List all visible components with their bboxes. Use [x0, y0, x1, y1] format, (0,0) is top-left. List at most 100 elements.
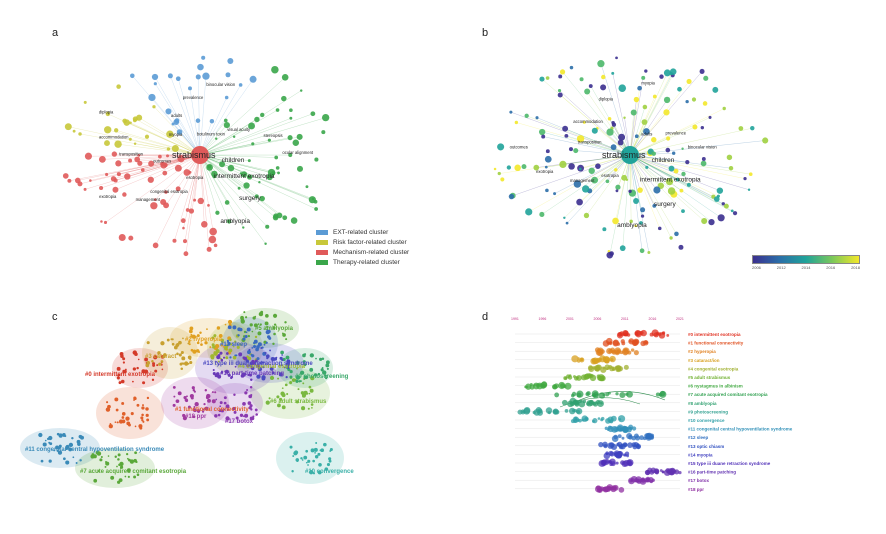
cluster-node: [281, 364, 284, 367]
timeline-node: [656, 332, 660, 336]
network-node: [209, 227, 217, 236]
network-node: [160, 162, 167, 169]
network-node: [508, 193, 515, 200]
cluster-node: [281, 405, 286, 410]
cluster-node: [233, 410, 237, 414]
cluster-node: [214, 391, 217, 394]
keyword-label: transposition: [119, 152, 143, 157]
network-edge: [199, 117, 326, 156]
timeline-node: [602, 340, 610, 347]
cluster-node: [245, 359, 249, 363]
cluster-node: [212, 369, 215, 372]
cluster-node: [253, 345, 257, 349]
cluster-node: [182, 337, 184, 340]
cluster-node: [249, 386, 253, 389]
network-edge: [629, 154, 672, 239]
keyword-label: myopia: [641, 80, 655, 85]
keyword-label: intermittent exotropia: [214, 173, 275, 180]
keyword-label: children: [222, 157, 245, 164]
network-edge: [516, 122, 631, 156]
timeline-view-d: 1991 1996 2001 2006 2011 2016 2021 #0 intermitt…: [511, 317, 793, 494]
timeline-node: [579, 357, 583, 362]
keyword-label: surgery: [239, 195, 261, 202]
network-edge: [510, 112, 631, 156]
cluster-node: [100, 455, 103, 459]
keyword-label: outcomes: [510, 144, 528, 149]
network-node: [623, 116, 626, 119]
cluster-node: [196, 409, 201, 413]
cluster-node: [268, 336, 272, 340]
cluster-node: [189, 326, 194, 331]
network-node: [641, 75, 646, 80]
cluster-node: [319, 357, 323, 361]
network-labels: strabismus children intermittent exotropia…: [99, 82, 314, 225]
network-node: [104, 140, 110, 147]
cluster-node: [118, 478, 123, 483]
network-edge: [564, 154, 631, 218]
cluster-node: [320, 368, 324, 372]
timeline-cluster-label: #1 functional connectivity: [688, 341, 744, 346]
network-node: [248, 122, 255, 130]
network-edge: [199, 77, 286, 156]
network-node: [588, 84, 593, 88]
cluster-node: [204, 389, 208, 392]
network-edge: [629, 99, 637, 156]
timeline-node: [615, 365, 622, 373]
network-node: [647, 251, 651, 255]
cluster-node: [161, 368, 164, 371]
cluster-node: [214, 373, 219, 378]
cluster-node: [236, 345, 240, 349]
cluster-node: [254, 359, 258, 363]
cluster-node: [183, 396, 187, 400]
timeline-node: [610, 443, 618, 451]
network-node: [240, 171, 248, 178]
cluster-node: [189, 360, 193, 365]
network-node: [657, 226, 662, 231]
timeline-node: [605, 392, 610, 397]
network-node: [292, 139, 300, 147]
network-edge: [124, 120, 201, 156]
cluster-node: [141, 369, 146, 374]
network-node: [144, 134, 150, 139]
network-edge: [629, 154, 655, 206]
cluster-node: [317, 470, 322, 475]
cluster-node: [181, 356, 186, 361]
network-node: [206, 164, 213, 171]
network-edge: [132, 75, 201, 156]
network-node: [663, 109, 670, 116]
network-node: [535, 116, 539, 120]
network-edge: [102, 154, 201, 160]
network-node: [669, 72, 673, 76]
network-edge: [107, 129, 201, 156]
keyword-label: stereopsis: [264, 133, 283, 138]
network-edge: [629, 154, 751, 175]
keyword-label: botulinum toxin: [197, 131, 226, 136]
network-edge: [199, 125, 252, 156]
timeline-node: [584, 373, 591, 380]
timeline-node: [622, 347, 630, 355]
cluster-node: [277, 403, 281, 408]
cluster-node: [243, 311, 246, 314]
network-node: [182, 226, 185, 230]
network-node: [579, 77, 584, 82]
cluster-label: #13 type iii duane retraction syndrome: [203, 361, 313, 367]
network-node: [602, 227, 607, 232]
network-edge: [185, 154, 201, 254]
network-node: [249, 75, 257, 83]
network-node: [738, 126, 744, 131]
cluster-node: [145, 413, 149, 417]
network-edge: [629, 154, 677, 234]
cluster-node: [315, 442, 318, 444]
cluster-node: [185, 398, 189, 403]
network-node: [197, 197, 205, 205]
network-node: [582, 185, 590, 193]
cluster-node: [285, 362, 290, 367]
cluster-node: [295, 400, 299, 404]
timeline-node: [609, 458, 616, 465]
network-node: [545, 149, 550, 154]
cluster-node: [220, 371, 224, 374]
network-node: [206, 246, 212, 252]
cluster-node: [134, 425, 137, 428]
timeline-node: [626, 454, 630, 458]
network-edge: [536, 154, 631, 168]
